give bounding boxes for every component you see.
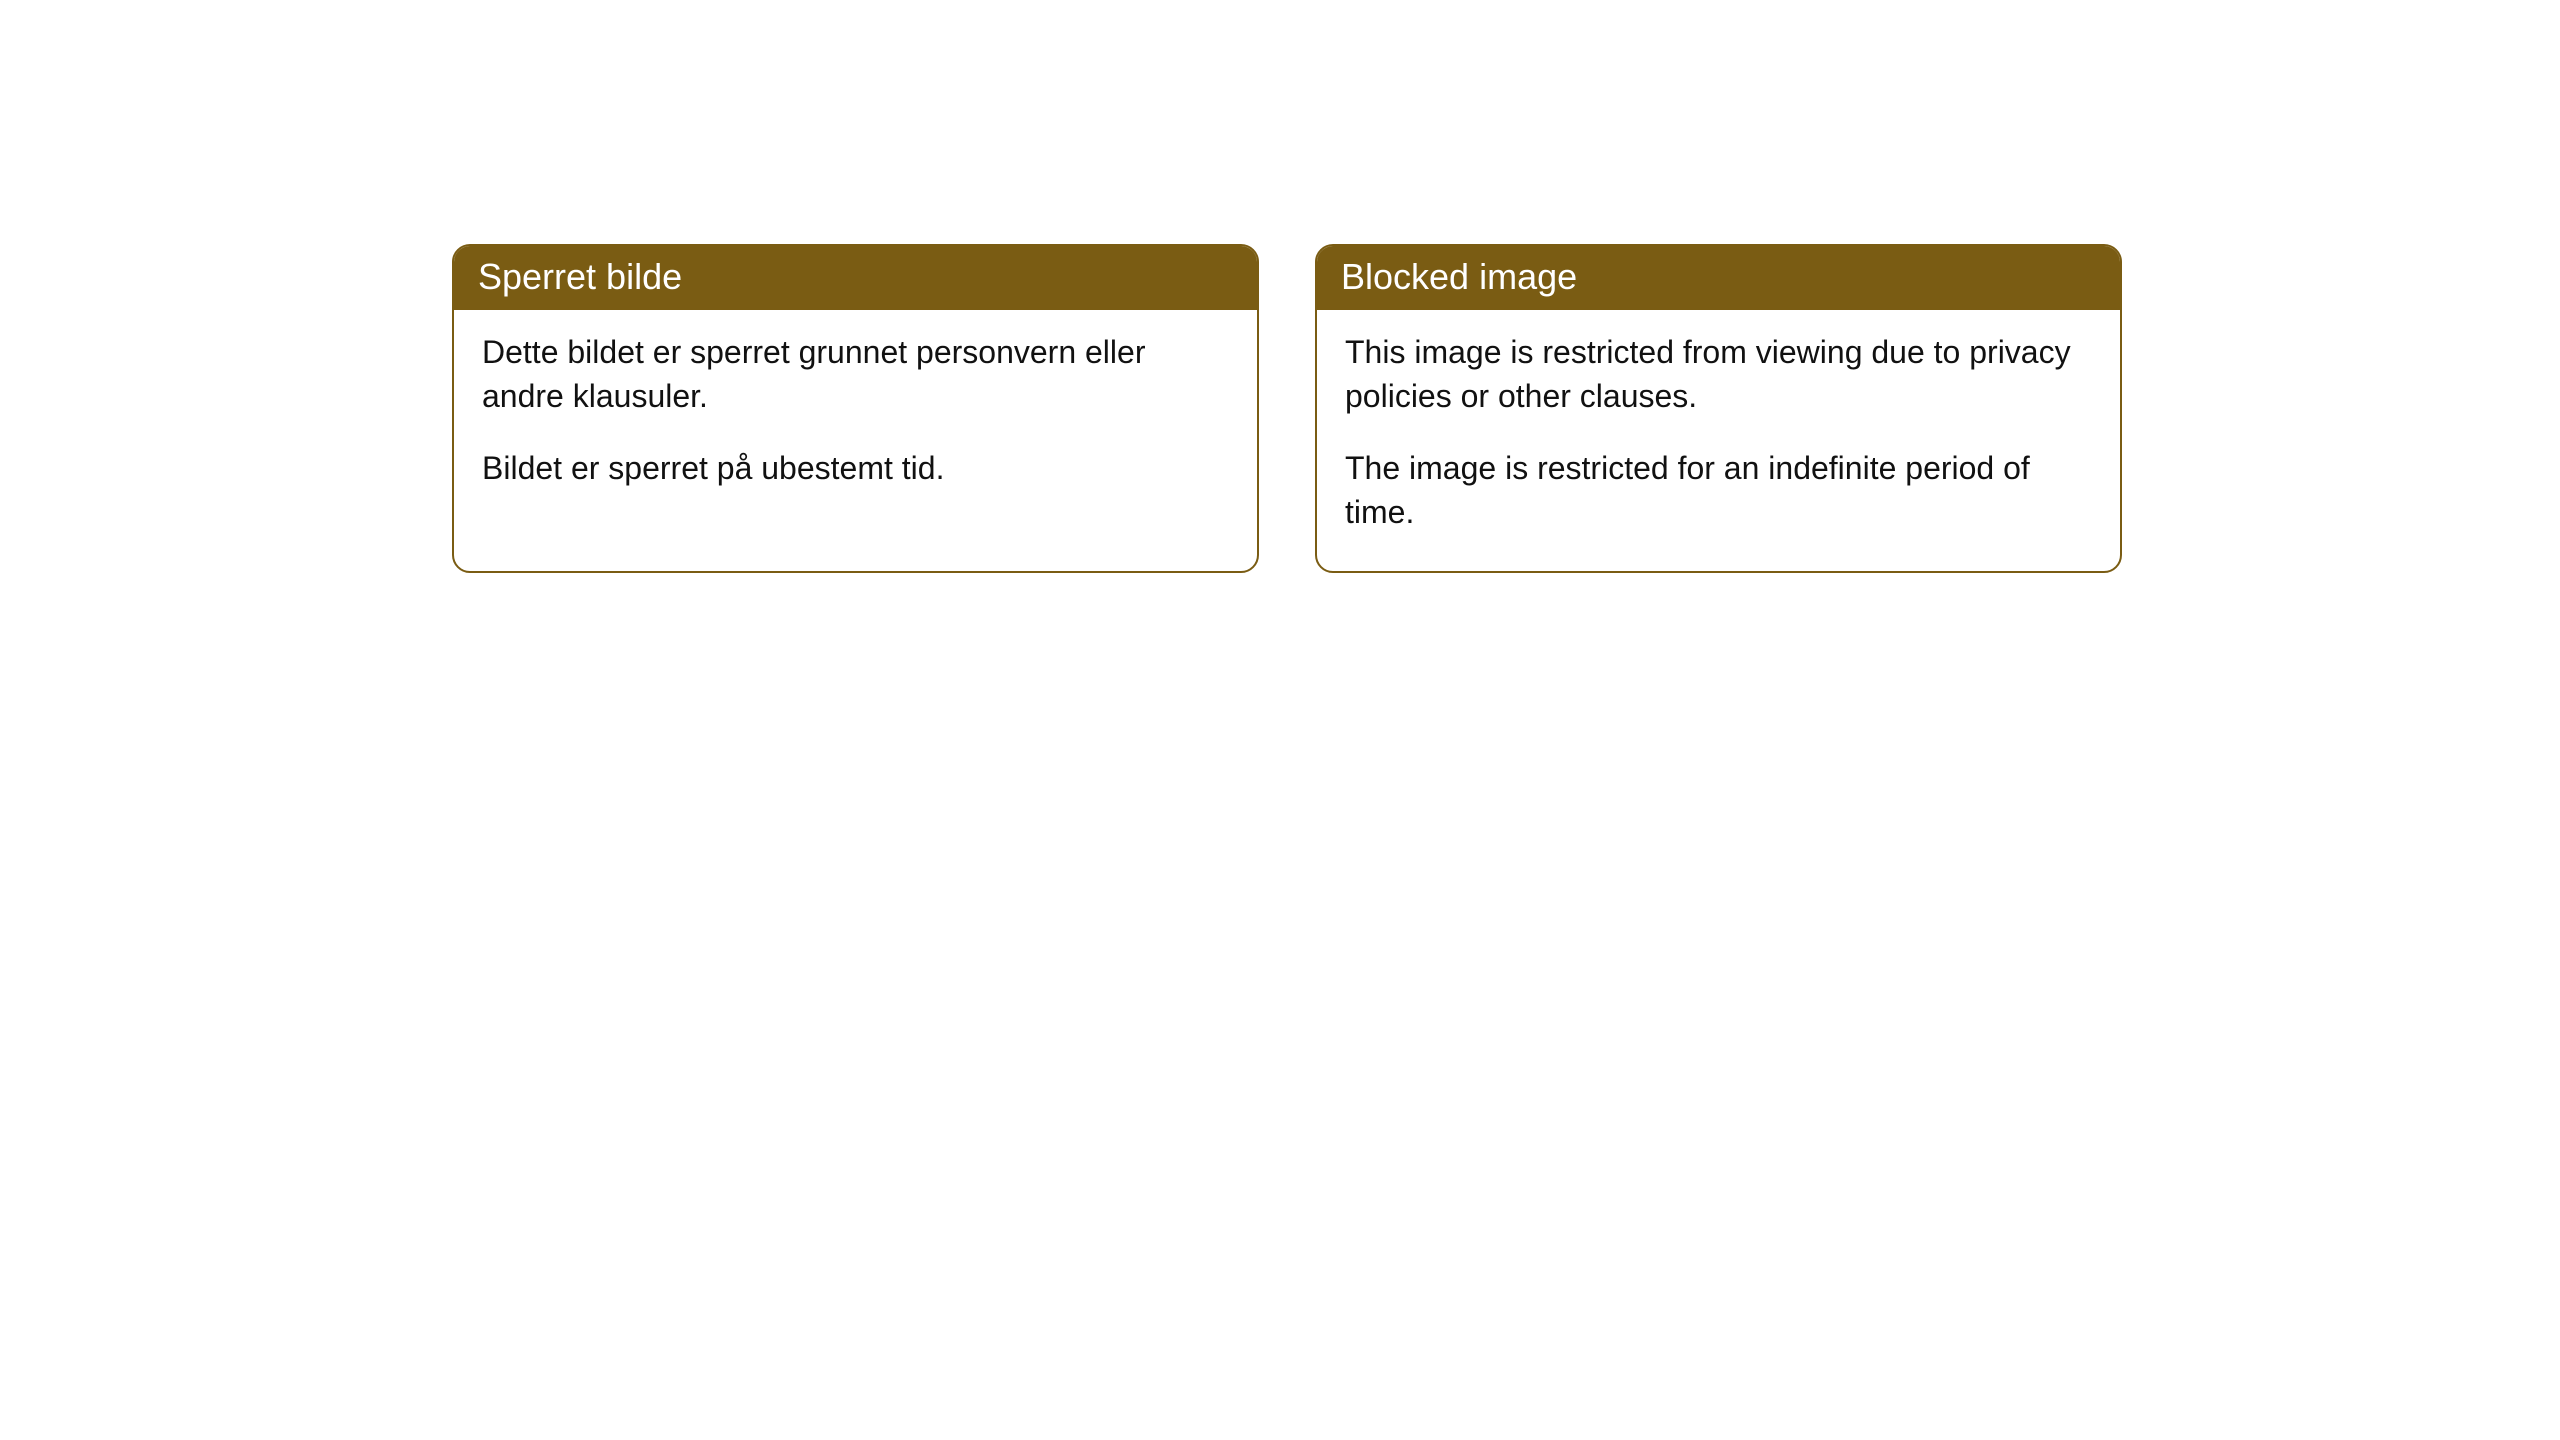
cards-container: Sperret bilde Dette bildet er sperret gr… (452, 244, 2122, 573)
card-paragraph-1: Dette bildet er sperret grunnet personve… (482, 330, 1229, 418)
card-body: Dette bildet er sperret grunnet personve… (454, 310, 1257, 526)
blocked-image-card-english: Blocked image This image is restricted f… (1315, 244, 2122, 573)
card-body: This image is restricted from viewing du… (1317, 310, 2120, 571)
blocked-image-card-norwegian: Sperret bilde Dette bildet er sperret gr… (452, 244, 1259, 573)
card-paragraph-2: The image is restricted for an indefinit… (1345, 446, 2092, 534)
card-title: Blocked image (1317, 246, 2120, 310)
card-title: Sperret bilde (454, 246, 1257, 310)
card-paragraph-1: This image is restricted from viewing du… (1345, 330, 2092, 418)
card-paragraph-2: Bildet er sperret på ubestemt tid. (482, 446, 1229, 490)
